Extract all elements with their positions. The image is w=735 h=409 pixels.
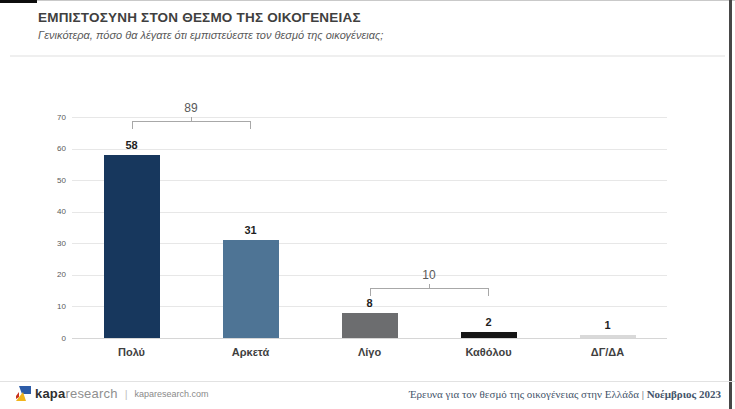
gridline [72, 338, 667, 339]
logo-wordmark: kaparesearch [35, 386, 118, 401]
y-axis-tick-label: 60 [36, 144, 66, 153]
bar [342, 313, 398, 338]
bracket-end-tick [370, 288, 371, 296]
bracket-end-tick [250, 121, 251, 129]
bracket-end-tick [488, 288, 489, 296]
gridline [72, 180, 667, 181]
bar-chart: 0 10 20 30 40 50 60 70 58 Πολύ 31 Αρκετά 8 Λίγο 2 Καθόλ… [0, 0, 735, 409]
footer-source: Έρευνα για τον θεσμό της οικογένειας στη… [409, 388, 721, 400]
y-axis-tick-label: 70 [36, 113, 66, 122]
gridline [72, 117, 667, 118]
bracket [370, 288, 489, 289]
bar [104, 155, 160, 338]
logo-research: research [65, 386, 117, 401]
category-label: Καθόλου [429, 346, 548, 358]
footer-separator [0, 381, 735, 382]
logo-kapa: kapa [35, 386, 65, 401]
bar-value-label: 31 [191, 224, 310, 236]
category-label: Πολύ [72, 346, 191, 358]
bracket-mid-tick [429, 284, 430, 288]
bracket [132, 121, 251, 122]
category-label: Αρκετά [191, 346, 310, 358]
footer-source-date: Νοέμβριος 2023 [647, 388, 721, 400]
category-label: Λίγο [310, 346, 429, 358]
bracket-end-tick [132, 121, 133, 129]
y-axis-tick-label: 20 [36, 270, 66, 279]
y-axis-tick-label: 0 [36, 334, 66, 343]
y-axis-tick-label: 50 [36, 176, 66, 185]
footer-logo: kaparesearch | kaparesearch.com [16, 386, 209, 401]
kapa-research-logo-icon [16, 386, 31, 401]
bar [461, 332, 517, 338]
bar [580, 335, 636, 338]
y-axis-tick-label: 30 [36, 239, 66, 248]
bar-value-label: 8 [310, 297, 429, 309]
report-slide: ΕΜΠΙΣΤΟΣΥΝΗ ΣΤΟΝ ΘΕΣΜΟ ΤΗΣ ΟΙΚΟΓΕΝΕΙΑΣ Γ… [0, 0, 735, 409]
bracket-label: 10 [370, 268, 489, 282]
footer-source-text: Έρευνα για τον θεσμό της οικογένειας στη… [409, 388, 647, 400]
footer-website: kaparesearch.com [134, 389, 208, 399]
footer-divider: | [125, 388, 128, 400]
y-axis-tick-label: 10 [36, 302, 66, 311]
gridline [72, 243, 667, 244]
bracket-label: 89 [132, 101, 251, 115]
bracket-mid-tick [191, 117, 192, 121]
bar-value-label: 1 [548, 319, 667, 331]
bar-value-label: 58 [72, 139, 191, 151]
bar-value-label: 2 [429, 316, 548, 328]
bar [223, 240, 279, 338]
category-label: ΔΓ/ΔΑ [548, 346, 667, 358]
gridline [72, 212, 667, 213]
y-axis-tick-label: 40 [36, 207, 66, 216]
